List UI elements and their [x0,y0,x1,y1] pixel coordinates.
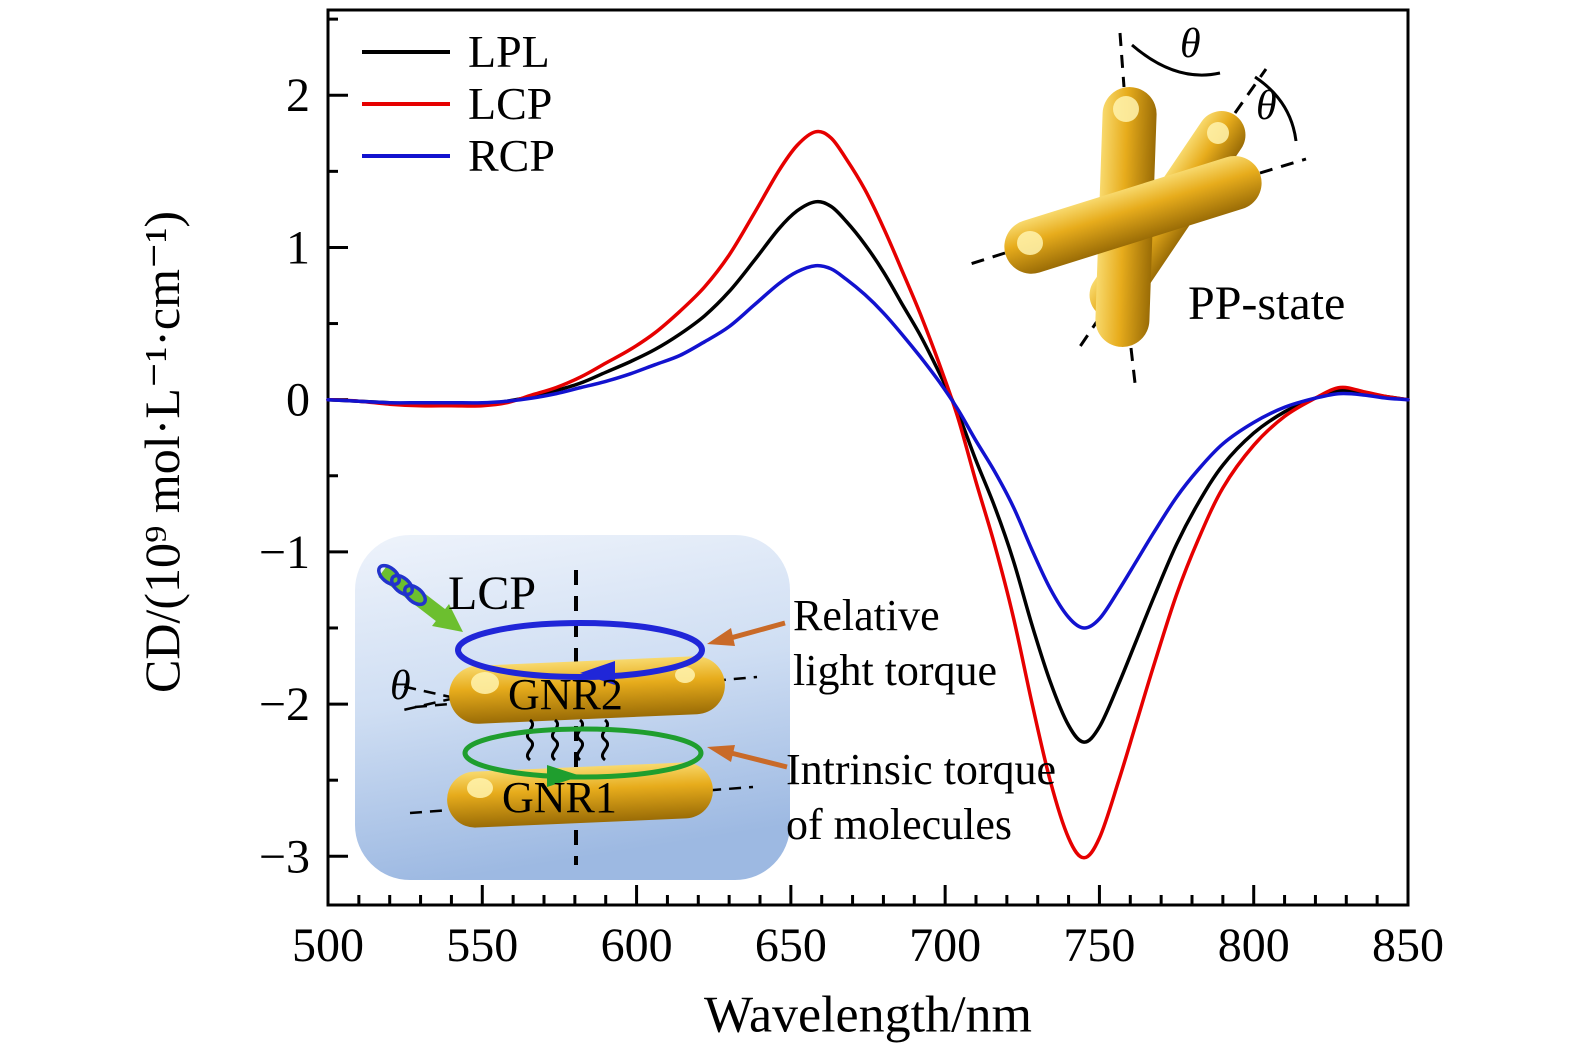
pp-state-inset [963,32,1307,384]
legend-label: LCP [468,78,553,129]
legend-item-RCP: RCP [362,130,555,182]
lcp-beam-label: LCP [448,567,537,620]
molecular-torque-arrowhead [547,765,581,787]
mechanism-inset [355,535,790,880]
nanorod-front [1004,156,1262,274]
pp-theta-right-label: θ [1256,83,1277,129]
legend-line-swatch [362,102,450,106]
pp-theta-top-label: θ [1180,21,1201,67]
plot-frame [326,8,1410,907]
curve-LCP [326,129,1410,860]
x-tick-label: 500 [292,919,364,972]
x-tick-label: 550 [446,919,518,972]
mechanism-theta-label: θ [390,663,411,709]
annotation-arrows [707,620,788,770]
x-tick-label: 750 [1063,919,1135,972]
y-tick-label: 2 [286,69,310,122]
x-axis-label: Wavelength/nm [704,986,1032,1044]
intrinsic-torque-annotation: Intrinsic torque of molecules [786,745,1057,849]
legend-label: RCP [468,130,555,181]
relative-light-torque-annotation: Relative light torque [793,591,998,695]
legend-item-LCP: LCP [362,78,555,130]
lcp-beam-arrowhead [432,604,463,632]
rod-highlights [1017,96,1229,255]
x-tick-label: 800 [1218,919,1290,972]
x-tick-label: 650 [755,919,827,972]
legend: LPL LCP RCP [362,26,555,182]
x-tick-label: 600 [601,919,673,972]
gnr2-label: GNR2 [508,670,623,719]
legend-item-LPL: LPL [362,26,555,78]
y-tick-label: −2 [259,678,310,731]
gnr1-label: GNR1 [502,773,617,822]
gnr1-rod [447,762,713,828]
curve-LPL [326,199,1410,744]
light-torque-ellipse [455,620,705,680]
y-axis-label: CD/(10⁹ mol·L⁻¹·cm⁻¹) [134,210,190,694]
rod-axis-dashes [963,32,1307,384]
molecular-torque-ellipse [462,726,704,780]
legend-label: LPL [468,26,550,77]
rod-highlights [467,667,695,798]
x-tick-label: 700 [909,919,981,972]
curve-RCP [326,263,1410,630]
legend-line-swatch [362,50,450,54]
legend-line-swatch [362,154,450,158]
y-tick-label: 1 [286,221,310,274]
y-tick-label: −3 [259,830,310,883]
lcp-helix-icon [377,563,427,607]
pp-state-label: PP-state [1188,277,1346,330]
y-tick-label: −1 [259,526,310,579]
molecule-squiggles [525,718,610,762]
theta-arcs [1131,43,1298,142]
light-torque-arrowhead [580,661,615,685]
x-tick-label: 850 [1372,919,1444,972]
y-tick-label: 0 [286,374,310,427]
